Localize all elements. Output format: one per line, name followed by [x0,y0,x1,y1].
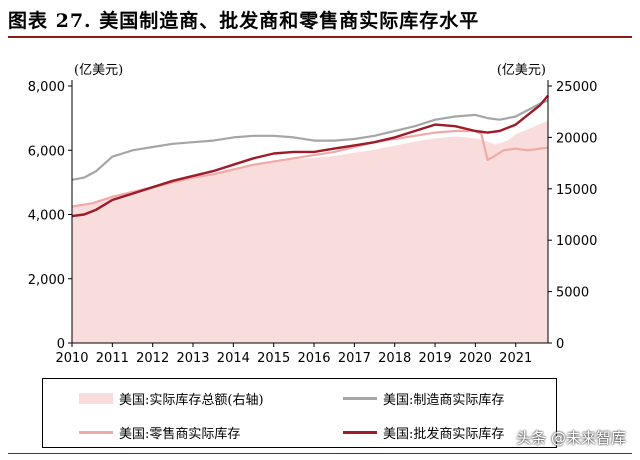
left-tick-label: 0 [57,337,65,352]
x-tick-label: 2016 [297,351,330,366]
x-tick-label: 2014 [217,351,250,366]
left-tick-label: 8,000 [28,80,65,95]
legend-item-total: 美国:实际库存总额(右轴) [79,389,264,408]
right-tick-label: 5000 [556,286,589,301]
inventory-chart: 0 2,000 4,000 6,000 8,000 0 5000 10000 15000 2000… [28,63,598,366]
x-tick-label: 2010 [55,351,88,366]
legend-swatch-retailer [79,431,113,434]
series-area-total [72,121,548,343]
left-tick-label: 2,000 [28,273,65,288]
right-tick-label: 25000 [556,80,597,95]
title-rule [8,36,632,38]
watermark: 头条 @未来智库 [516,429,626,447]
series-line-wholesaler [71,94,549,218]
series-line-manufacturer [71,99,549,181]
legend-swatch-wholesaler [343,431,377,434]
x-tick-label: 2018 [378,351,411,366]
x-tick-label: 2013 [176,351,209,366]
x-tick-label: 2020 [459,351,492,366]
x-tick-label: 2017 [338,351,371,366]
right-tick-label: 20000 [556,131,597,146]
right-tick-label: 15000 [556,183,597,198]
legend-item-manufacturer: 美国:制造商实际库存 [343,389,504,408]
legend-label-manufacturer: 美国:制造商实际库存 [383,393,505,408]
left-axis-unit: (亿美元) [74,63,123,78]
left-tick-label: 4,000 [28,209,65,224]
legend-swatch-total [79,393,113,404]
legend-swatch-manufacturer [343,397,377,400]
legend-label-total: 美国:实际库存总额(右轴) [119,393,264,408]
right-tick-label: 10000 [556,234,597,249]
right-axis-unit: (亿美元) [497,63,546,78]
legend-item-wholesaler: 美国:批发商实际库存 [343,423,504,442]
x-tick-label: 2011 [96,351,129,366]
legend-item-retailer: 美国:零售商实际库存 [79,423,240,442]
legend-label-wholesaler: 美国:批发商实际库存 [383,427,505,442]
x-tick-label: 2012 [136,351,169,366]
right-tick-label: 0 [556,337,564,352]
chart-title: 图表 27. 美国制造商、批发商和零售商实际库存水平 [8,10,480,32]
x-tick-label: 2015 [257,351,290,366]
x-tick-label: 2021 [499,351,532,366]
legend: 美国:实际库存总额(右轴) 美国:制造商实际库存 美国:零售商实际库存 美国:批… [42,378,557,448]
bottom-rule [8,453,632,454]
legend-label-retailer: 美国:零售商实际库存 [119,427,241,442]
left-tick-label: 6,000 [28,144,65,159]
x-tick-label: 2019 [419,351,452,366]
